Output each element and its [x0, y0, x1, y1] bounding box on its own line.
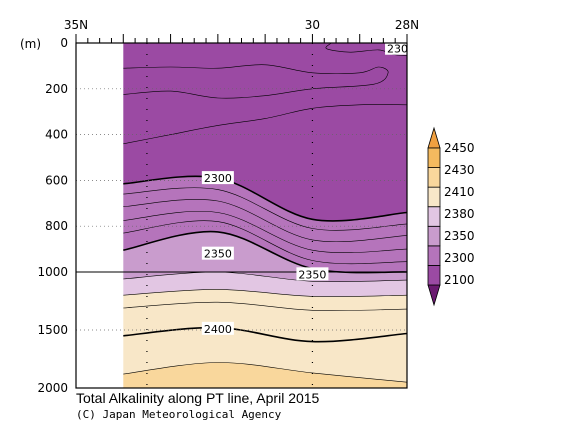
contour-label-1: 2350 — [204, 248, 232, 261]
y-tick-label-4: 800 — [45, 219, 68, 233]
colorbar-label-4: 2410 — [444, 185, 475, 199]
y-tick-label-1: 200 — [45, 82, 68, 96]
contour-label-0: 2300 — [204, 172, 232, 185]
colorbar-label-6: 2450 — [444, 141, 475, 155]
contour-line-7 — [123, 289, 407, 297]
contour-label-3: 2400 — [204, 323, 232, 336]
contour-labels: 2300 2350 2350 2400 230 — [201, 41, 411, 336]
contour-line-6 — [123, 271, 407, 282]
y-tick-label-7: 2000 — [37, 381, 68, 395]
x-tick-label-2: 28N — [395, 18, 419, 32]
y-unit-label: (m) — [20, 37, 41, 51]
y-tick-label-0: 0 — [60, 36, 68, 50]
contour-line-10 — [123, 362, 407, 383]
colorbar-label-0: 2100 — [444, 273, 475, 287]
colorbar-seg-4 — [427, 186, 441, 208]
colorbar-seg-0 — [427, 265, 441, 286]
colorbar-extend-low — [427, 284, 441, 307]
contour-line-1 — [123, 187, 407, 231]
colorbar-extend-high — [427, 126, 441, 149]
contour-line-0 — [123, 175, 407, 222]
contour-line-9 — [123, 326, 407, 343]
colorbar: 2100 2300 2350 2380 2410 2430 2450 — [427, 126, 475, 307]
colorbar-label-3: 2380 — [444, 207, 475, 221]
contour-label-bg-2 — [296, 267, 329, 281]
contour-line-11 — [123, 64, 389, 99]
contour-label-bg-1 — [201, 246, 234, 260]
colorbar-label-2: 2350 — [444, 229, 475, 243]
x-axis: 35N 30 28N — [64, 18, 419, 43]
contour-line-4 — [123, 220, 407, 265]
contour-line-8 — [123, 301, 407, 311]
y-tick-label-3: 600 — [45, 173, 68, 187]
contour-label-bg-3 — [201, 321, 234, 335]
contour-line-2 — [123, 199, 407, 243]
colorbar-seg-6 — [427, 147, 441, 168]
colorbar-label-1: 2300 — [444, 251, 475, 265]
y-axis: 0 200 400 600 800 1000 1500 2000 (m) — [20, 36, 68, 395]
contour-label-4: 230 — [387, 43, 408, 56]
chart-credit: (C) Japan Meteorological Agency — [76, 408, 282, 421]
contour-line-5 — [123, 230, 407, 274]
colorbar-seg-3 — [427, 206, 441, 227]
x-tick-label-1: 30 — [305, 18, 320, 32]
colorbar-seg-1 — [427, 245, 441, 266]
contour-label-bg-4 — [385, 41, 411, 55]
contour-label-bg-0 — [201, 171, 234, 185]
colorbar-label-5: 2430 — [444, 163, 475, 177]
x-tick-label-0: 35N — [64, 18, 88, 32]
no-data-region — [76, 43, 124, 388]
y-tick-label-2: 400 — [45, 128, 68, 142]
contour-lines — [123, 43, 407, 383]
y-tick-label-6: 1500 — [37, 323, 68, 337]
y-tick-label-5: 1000 — [37, 265, 68, 279]
station-markers — [76, 43, 407, 388]
contour-line-12 — [123, 104, 407, 145]
colorbar-seg-5 — [427, 167, 441, 188]
contour-label-2: 2350 — [298, 268, 326, 281]
chart-title: Total Alkalinity along PT line, April 20… — [76, 390, 320, 406]
contour-line-3 — [123, 210, 407, 254]
colorbar-seg-2 — [427, 225, 441, 247]
